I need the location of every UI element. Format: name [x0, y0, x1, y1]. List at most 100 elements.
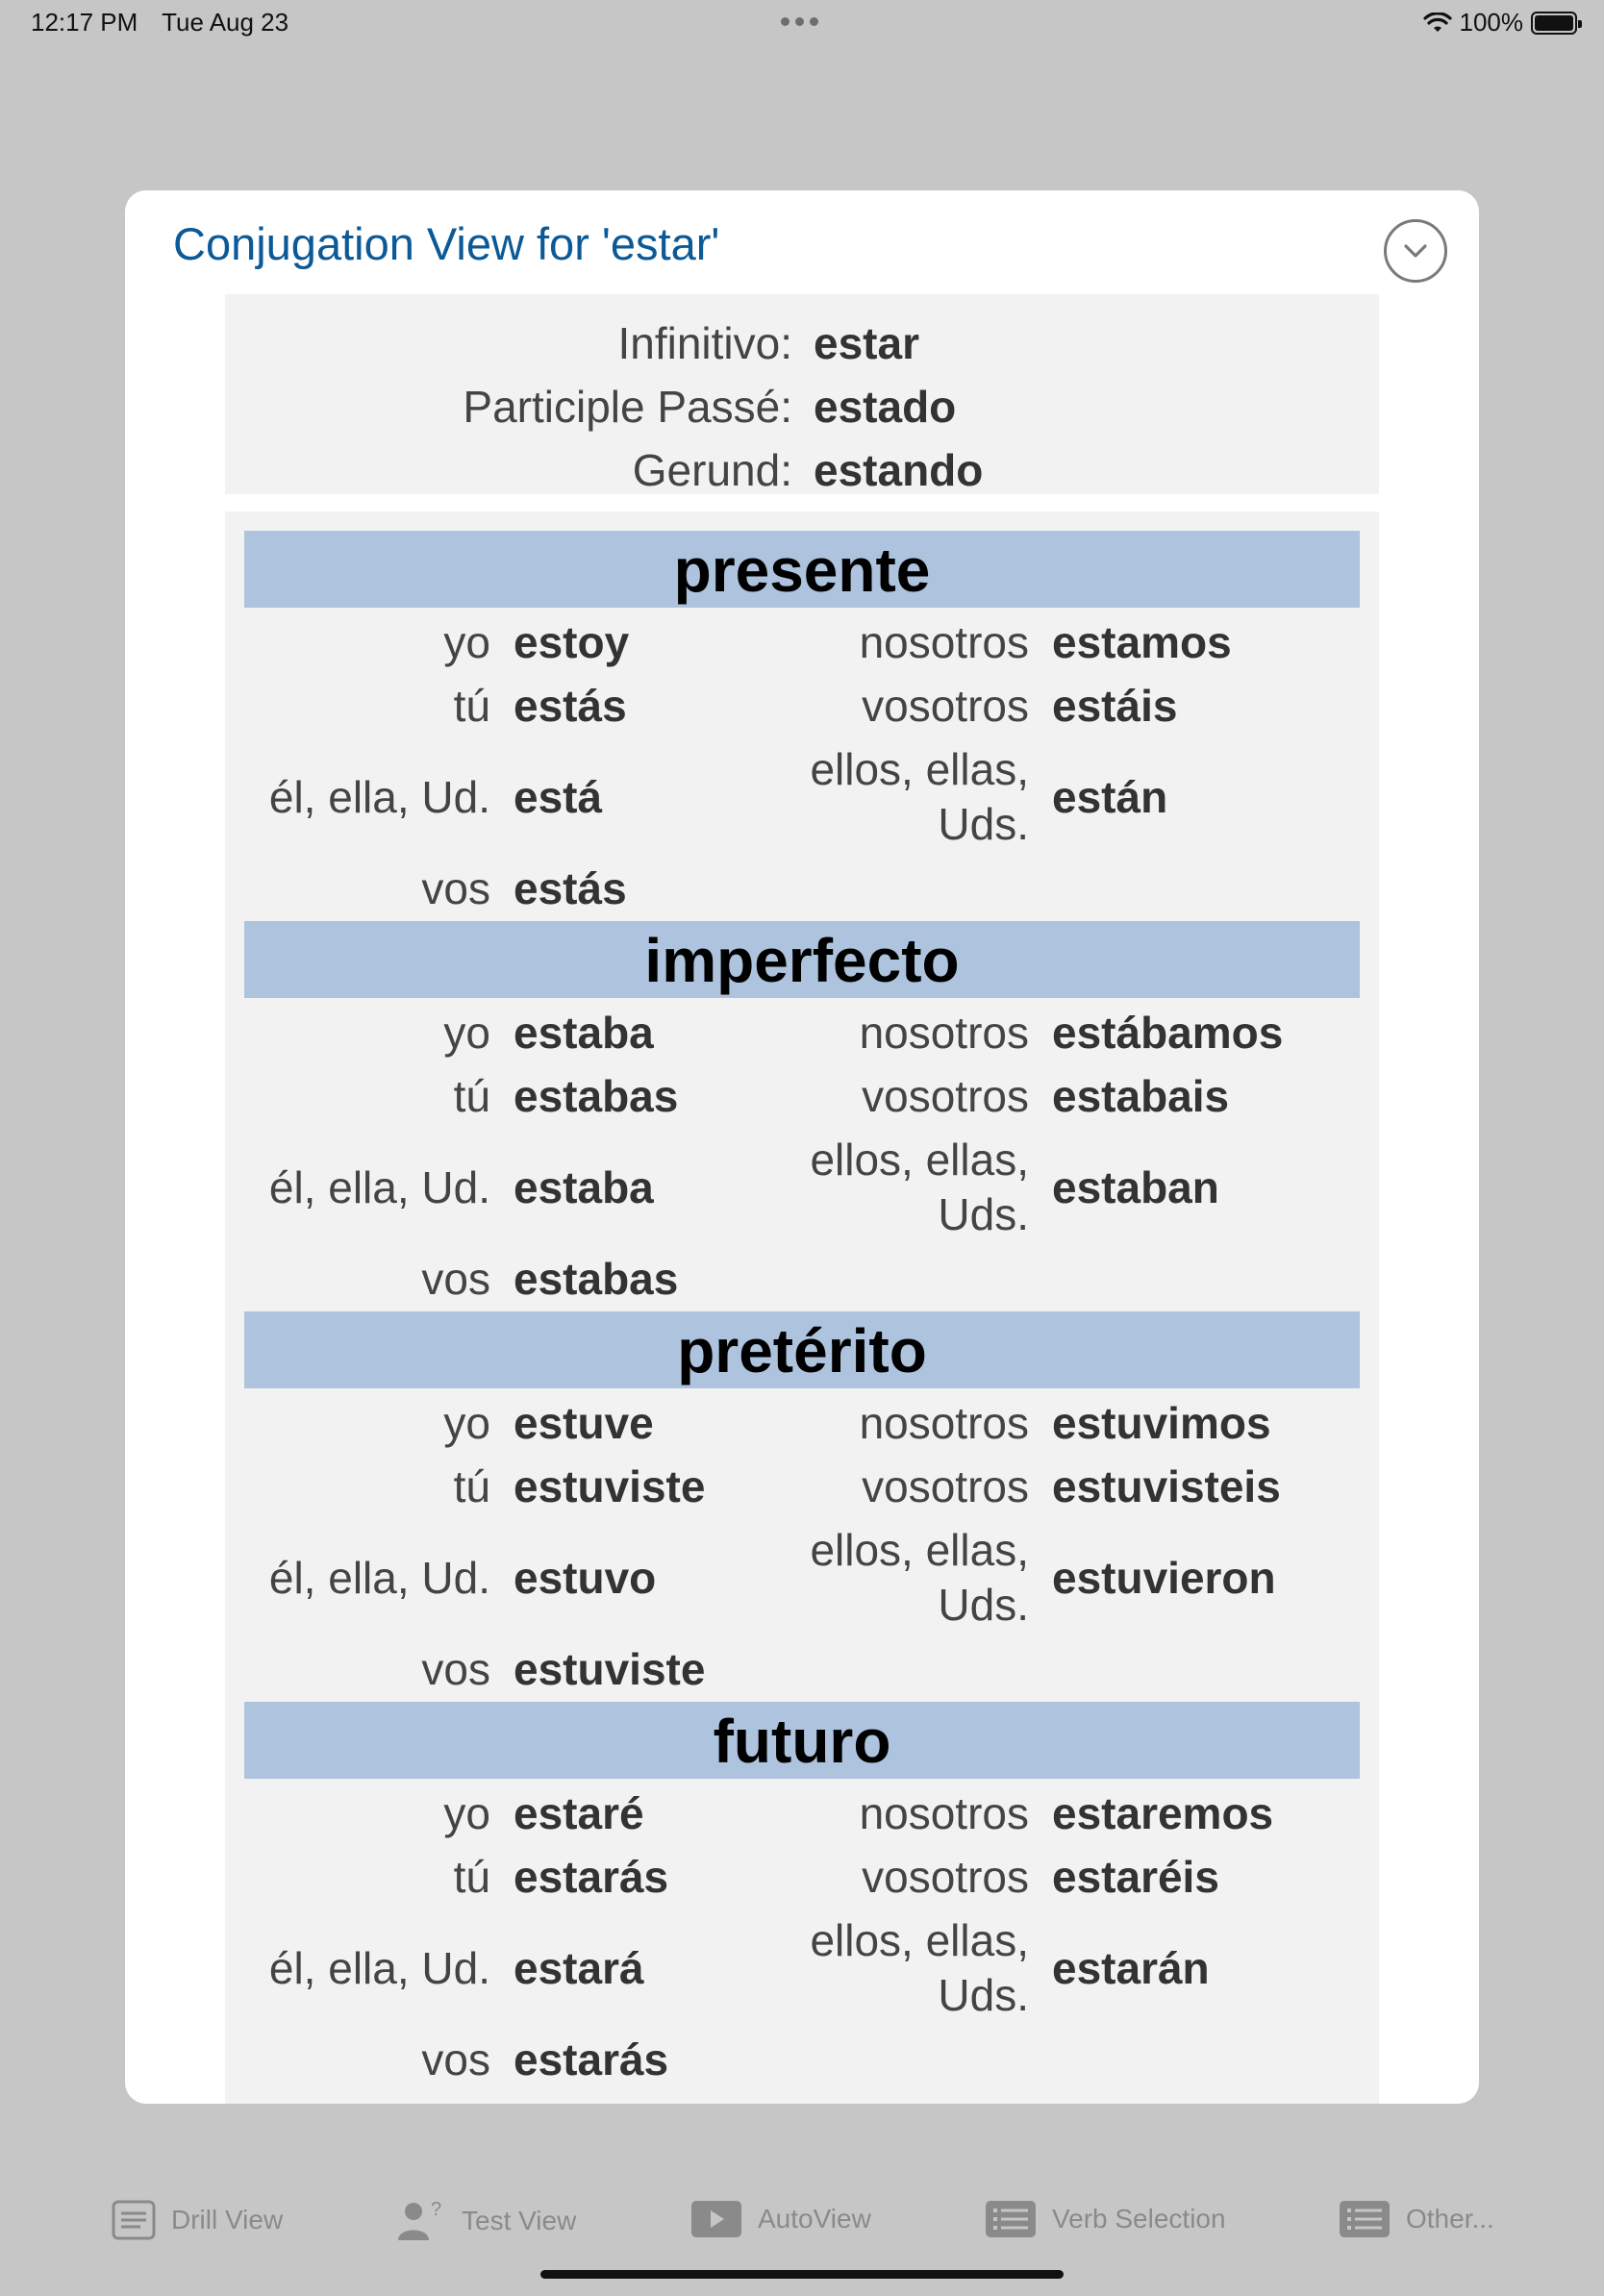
verb-form: estuvisteis	[1052, 1461, 1281, 1511]
verb-form: estuvieron	[1052, 1553, 1276, 1603]
verb-form: estás	[514, 863, 627, 913]
verb-form: estás	[514, 681, 627, 731]
pronoun: yo	[443, 1788, 490, 1838]
verb-form: estarás	[514, 2034, 669, 2084]
verb-form: estábamos	[1052, 1008, 1284, 1058]
pronoun: ellos, ellas, Uds.	[810, 744, 1029, 849]
pronoun: vos	[421, 1644, 490, 1694]
info-value: estando	[814, 445, 984, 495]
verb-form: estabas	[514, 1071, 679, 1121]
tense-section-imperfecto: imperfecto yo estaba nosotros estábamos …	[244, 921, 1360, 1311]
verb-form: estamos	[1052, 617, 1232, 667]
verb-form: estarán	[1052, 1943, 1210, 1993]
pronoun: vosotros	[862, 1461, 1029, 1511]
tense-section-futuro: futuro yo estaré nosotros estaremos tú e…	[244, 1702, 1360, 2092]
conjugation-table: presente yo estoy nosotros estamos tú es…	[225, 512, 1379, 2104]
pronoun: él, ella, Ud.	[268, 1553, 490, 1603]
verb-form: estabas	[514, 1254, 679, 1304]
drill-view-icon	[112, 2200, 156, 2240]
info-row-infinitive: Infinitivo: estar	[225, 310, 1379, 373]
tab-label: Verb Selection	[1052, 2204, 1226, 2234]
tense-section-presente: presente yo estoy nosotros estamos tú es…	[244, 531, 1360, 921]
info-row-gerund: Gerund: estando	[225, 437, 1379, 500]
info-label: Participle Passé:	[463, 382, 792, 432]
verb-form: estabais	[1052, 1071, 1230, 1121]
verb-form: está	[514, 772, 603, 822]
status-indicators: 100%	[1422, 8, 1582, 37]
pronoun: nosotros	[859, 1398, 1029, 1448]
modal-title: Conjugation View for 'estar'	[173, 218, 720, 269]
chevron-down-icon	[1404, 244, 1427, 258]
verb-form: están	[1052, 772, 1168, 822]
pronoun: nosotros	[859, 617, 1029, 667]
pronoun: él, ella, Ud.	[268, 772, 490, 822]
info-label: Gerund:	[632, 445, 792, 495]
other-icon	[1340, 2201, 1390, 2237]
home-indicator[interactable]	[540, 2270, 1064, 2279]
pronoun: vos	[421, 1254, 490, 1304]
tense-header: pretérito	[244, 1311, 1360, 1388]
pronoun: vosotros	[862, 1852, 1029, 1902]
status-bar: 12:17 PM Tue Aug 23 100%	[0, 0, 1604, 46]
pronoun: yo	[443, 1398, 490, 1448]
info-label: Infinitivo:	[617, 318, 792, 368]
tense-section-preterito: pretérito yo estuve nosotros estuvimos t…	[244, 1311, 1360, 1702]
pronoun: vos	[421, 863, 490, 913]
pronoun: nosotros	[859, 1008, 1029, 1058]
verb-form: estaba	[514, 1008, 654, 1058]
status-date: Tue Aug 23	[162, 8, 289, 37]
verb-form: estuviste	[514, 1644, 706, 1694]
pronoun: vosotros	[862, 1071, 1029, 1121]
verb-form: estuvo	[514, 1553, 657, 1603]
verb-form: estoy	[514, 617, 630, 667]
verb-form: estáis	[1052, 681, 1178, 731]
verb-info-panel: Infinitivo: estar Participle Passé: esta…	[225, 294, 1379, 495]
tab-other[interactable]: Other...	[1339, 2200, 1494, 2238]
pronoun: ellos, ellas, Uds.	[810, 1525, 1029, 1630]
tab-label: Drill View	[171, 2205, 284, 2234]
verb-form: estaba	[514, 1162, 654, 1212]
tense-header: presente	[244, 531, 1360, 608]
verb-form: estuviste	[514, 1461, 706, 1511]
verb-selection-icon	[986, 2201, 1036, 2237]
pronoun: él, ella, Ud.	[268, 1162, 490, 1212]
pronoun: él, ella, Ud.	[268, 1943, 490, 1993]
info-value: estado	[814, 382, 957, 432]
tab-drill-view[interactable]: Drill View	[112, 2200, 283, 2240]
pronoun: tú	[453, 1461, 490, 1511]
multitasking-dots-icon[interactable]	[781, 17, 818, 26]
tab-autoview[interactable]: AutoView	[690, 2200, 871, 2238]
verb-form: estaréis	[1052, 1852, 1219, 1902]
verb-form: estaré	[514, 1788, 644, 1838]
tab-bar: Drill View ? Test View AutoView Verb Sel…	[0, 2163, 1604, 2279]
battery-percent: 100%	[1459, 8, 1524, 37]
verb-form: estuvimos	[1052, 1398, 1271, 1448]
pronoun: vos	[421, 2034, 490, 2084]
info-value: estar	[814, 318, 919, 368]
verb-form: estarás	[514, 1852, 669, 1902]
test-view-icon: ?	[398, 2200, 441, 2240]
status-time: 12:17 PM	[31, 8, 138, 37]
collapse-button[interactable]	[1384, 219, 1447, 283]
status-time-date: 12:17 PM Tue Aug 23	[31, 8, 306, 37]
tab-test-view[interactable]: ? Test View	[396, 2200, 576, 2242]
tab-verb-selection[interactable]: Verb Selection	[985, 2200, 1226, 2238]
verb-form: estará	[514, 1943, 644, 1993]
tab-label: AutoView	[758, 2204, 871, 2234]
info-row-participle: Participle Passé: estado	[225, 373, 1379, 437]
verb-form: estuve	[514, 1398, 654, 1448]
tab-label: Test View	[462, 2206, 577, 2235]
pronoun: tú	[453, 1071, 490, 1121]
tab-label: Other...	[1406, 2204, 1494, 2234]
pronoun: ellos, ellas, Uds.	[810, 1135, 1029, 1239]
verb-form: estaremos	[1052, 1788, 1274, 1838]
pronoun: yo	[443, 617, 490, 667]
wifi-icon	[1422, 12, 1452, 32]
pronoun: tú	[453, 1852, 490, 1902]
pronoun: nosotros	[859, 1788, 1029, 1838]
svg-text:?: ?	[431, 2200, 441, 2220]
tense-header: imperfecto	[244, 921, 1360, 998]
conjugation-modal: Conjugation View for 'estar' Infinitivo:…	[125, 190, 1479, 2104]
pronoun: yo	[443, 1008, 490, 1058]
battery-icon	[1531, 11, 1582, 35]
